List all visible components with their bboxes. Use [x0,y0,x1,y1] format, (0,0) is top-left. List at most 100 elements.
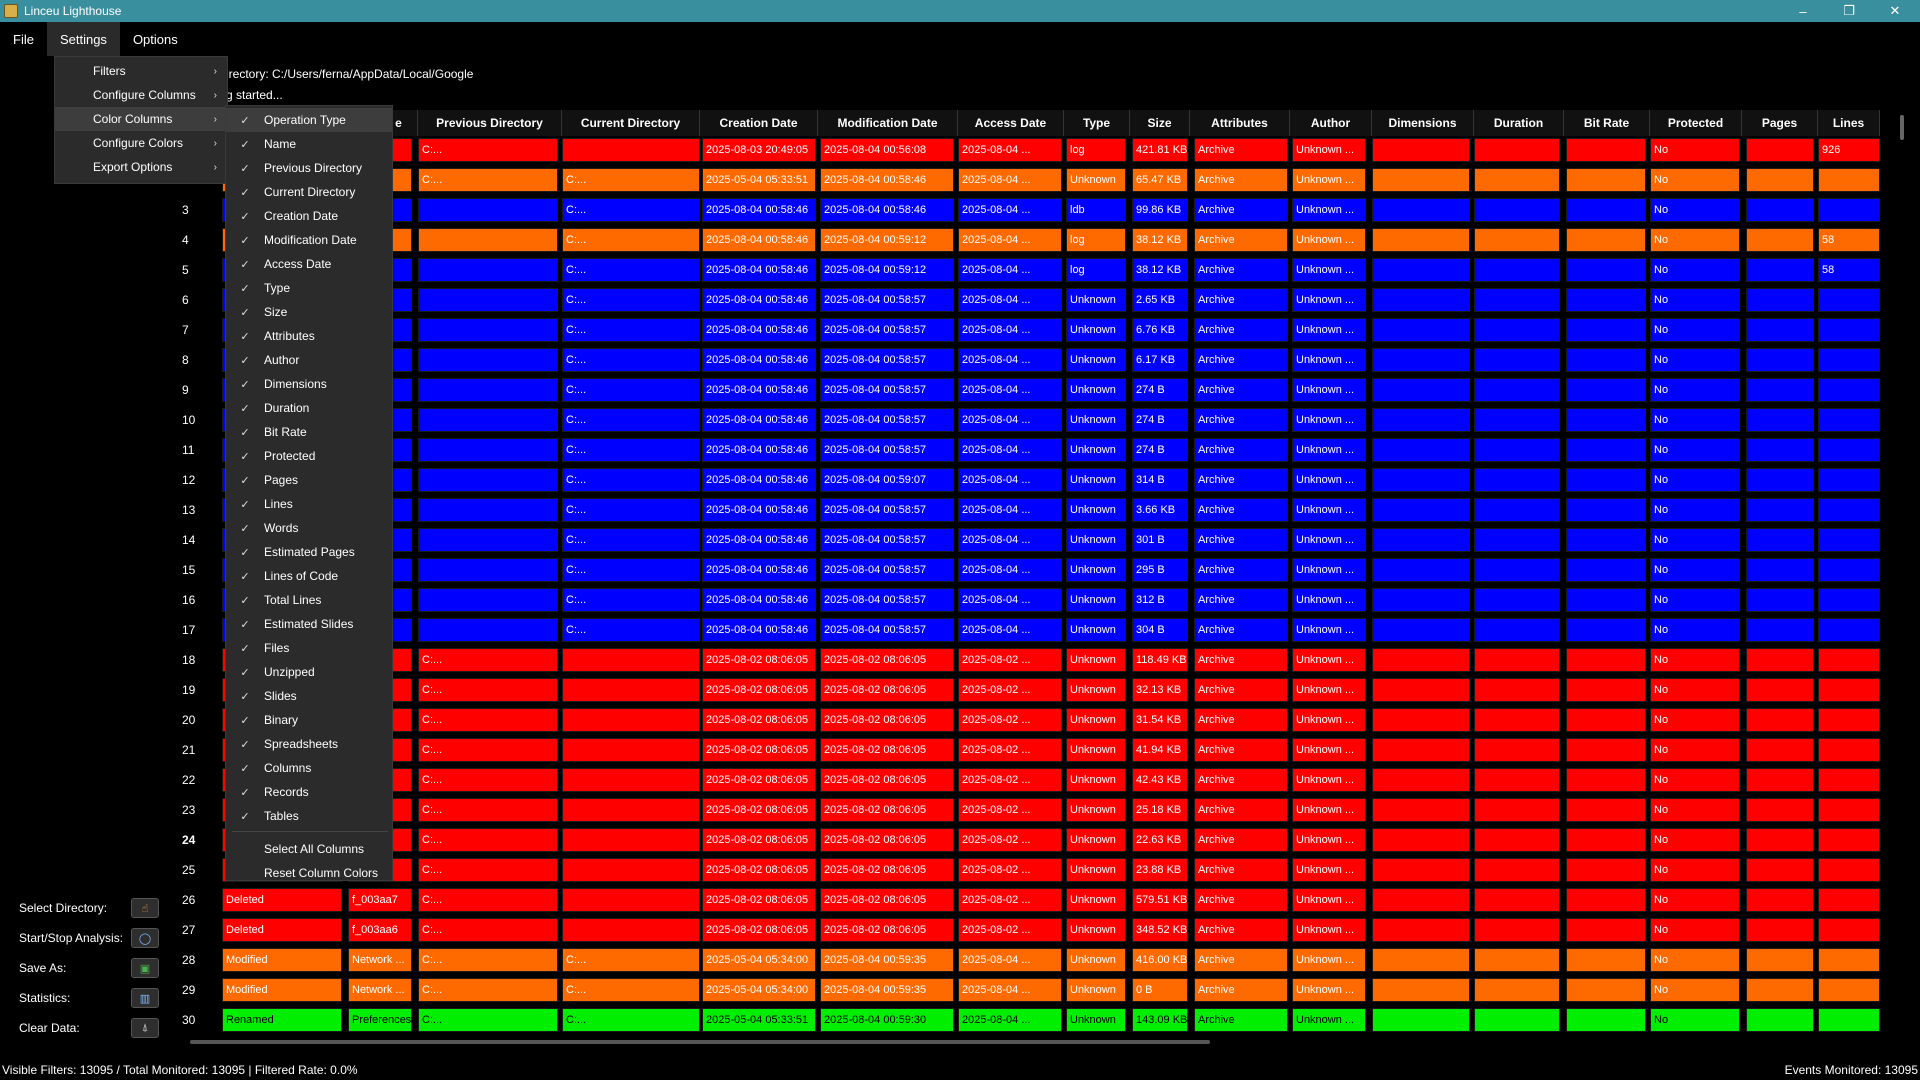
color-column-item[interactable]: ✓ Total Lines [226,588,392,612]
table-cell-prot[interactable]: No [1650,228,1740,252]
table-cell-dims[interactable] [1372,258,1470,282]
table-cell-md[interactable]: 2025-08-04 00:59:30 [820,1008,954,1032]
table-cell-author[interactable]: Unknown ... [1292,198,1366,222]
table-cell-name[interactable]: f_003aa6 [348,918,412,942]
table-cell-size[interactable]: 22.63 KB [1132,828,1188,852]
table-cell-size[interactable]: 274 B [1132,408,1188,432]
table-cell-lines[interactable] [1818,798,1880,822]
table-cell-pages[interactable] [1746,1008,1814,1032]
color-column-item[interactable]: ✓ Previous Directory [226,156,392,180]
table-cell-attr[interactable]: Archive [1194,948,1288,972]
table-cell-dur[interactable] [1474,828,1560,852]
table-cell-pages[interactable] [1746,528,1814,552]
table-cell-dims[interactable] [1372,138,1470,162]
table-cell-prot[interactable]: No [1650,978,1740,1002]
table-cell-cur[interactable] [562,138,700,162]
table-cell-br[interactable] [1566,948,1646,972]
table-cell-type[interactable]: log [1066,138,1126,162]
start-stop-button[interactable]: ◯ [131,928,159,948]
color-column-item[interactable]: ✓ Files [226,636,392,660]
table-cell-author[interactable]: Unknown ... [1292,888,1366,912]
table-cell-cur[interactable]: C:... [562,948,700,972]
table-cell-pages[interactable] [1746,978,1814,1002]
table-cell-dur[interactable] [1474,348,1560,372]
table-cell-author[interactable]: Unknown ... [1292,138,1366,162]
table-cell-dur[interactable] [1474,378,1560,402]
table-cell-cd[interactable]: 2025-08-04 00:58:46 [702,198,816,222]
vertical-scrollbar[interactable] [1900,115,1904,140]
table-cell-ad[interactable]: 2025-08-04 ... [958,378,1062,402]
table-cell-dims[interactable] [1372,438,1470,462]
color-column-item[interactable]: ✓ Size [226,300,392,324]
table-cell-attr[interactable]: Archive [1194,888,1288,912]
table-cell-dur[interactable] [1474,798,1560,822]
table-cell-dur[interactable] [1474,318,1560,342]
table-cell-lines[interactable] [1818,438,1880,462]
column-header[interactable]: Dimensions [1372,110,1474,136]
table-cell-ad[interactable]: 2025-08-04 ... [958,588,1062,612]
table-cell-pages[interactable] [1746,948,1814,972]
table-cell-md[interactable]: 2025-08-04 00:58:57 [820,498,954,522]
table-cell-cur[interactable]: C:... [562,378,700,402]
table-cell-type[interactable]: Unknown [1066,168,1126,192]
table-cell-dims[interactable] [1372,948,1470,972]
table-cell-dims[interactable] [1372,978,1470,1002]
table-cell-br[interactable] [1566,708,1646,732]
table-cell-md[interactable]: 2025-08-02 08:06:05 [820,798,954,822]
color-column-item[interactable]: ✓ Slides [226,684,392,708]
table-cell-prot[interactable]: No [1650,678,1740,702]
table-cell-dur[interactable] [1474,468,1560,492]
table-cell-author[interactable]: Unknown ... [1292,438,1366,462]
minimize-button[interactable]: – [1799,3,1807,19]
table-cell-prev[interactable]: C:... [418,168,558,192]
column-header[interactable]: Size [1130,110,1190,136]
color-column-item[interactable]: ✓ Author [226,348,392,372]
table-cell-dur[interactable] [1474,618,1560,642]
table-cell-md[interactable]: 2025-08-02 08:06:05 [820,858,954,882]
table-cell-dur[interactable] [1474,648,1560,672]
table-cell-dims[interactable] [1372,168,1470,192]
menu-file[interactable]: File [13,31,34,47]
color-column-item[interactable]: ✓ Estimated Pages [226,540,392,564]
table-cell-lines[interactable]: 58 [1818,258,1880,282]
table-cell-prot[interactable]: No [1650,168,1740,192]
table-cell-size[interactable]: 348.52 KB [1132,918,1188,942]
table-cell-lines[interactable] [1818,768,1880,792]
table-cell-cd[interactable]: 2025-08-04 00:58:46 [702,348,816,372]
table-cell-prot[interactable]: No [1650,348,1740,372]
menu-item-filters[interactable]: Filters › [55,59,227,83]
table-cell-size[interactable]: 421.81 KB [1132,138,1188,162]
table-cell-dur[interactable] [1474,408,1560,432]
table-cell-size[interactable]: 118.49 KB [1132,648,1188,672]
table-cell-cd[interactable]: 2025-08-04 00:58:46 [702,588,816,612]
table-cell-prot[interactable]: No [1650,498,1740,522]
table-cell-type[interactable]: Unknown [1066,648,1126,672]
table-cell-prot[interactable]: No [1650,438,1740,462]
save-as-button[interactable]: ▣ [131,958,159,978]
table-cell-md[interactable]: 2025-08-02 08:06:05 [820,678,954,702]
color-column-item[interactable]: ✓ Access Date [226,252,392,276]
table-cell-size[interactable]: 38.12 KB [1132,258,1188,282]
table-cell-author[interactable]: Unknown ... [1292,498,1366,522]
table-cell-cd[interactable]: 2025-08-04 00:58:46 [702,528,816,552]
table-cell-md[interactable]: 2025-08-04 00:58:57 [820,318,954,342]
table-cell-br[interactable] [1566,528,1646,552]
table-cell-br[interactable] [1566,888,1646,912]
table-cell-lines[interactable] [1818,978,1880,1002]
table-cell-prev[interactable] [418,348,558,372]
table-cell-dims[interactable] [1372,738,1470,762]
table-cell-prot[interactable]: No [1650,888,1740,912]
table-cell-cur[interactable]: C:... [562,978,700,1002]
table-cell-dur[interactable] [1474,258,1560,282]
table-cell-dims[interactable] [1372,408,1470,432]
table-cell-author[interactable]: Unknown ... [1292,408,1366,432]
table-cell-pages[interactable] [1746,198,1814,222]
table-cell-ad[interactable]: 2025-08-04 ... [958,528,1062,552]
table-cell-author[interactable]: Unknown ... [1292,348,1366,372]
table-cell-md[interactable]: 2025-08-04 00:58:57 [820,528,954,552]
table-cell-ad[interactable]: 2025-08-02 ... [958,648,1062,672]
table-cell-pages[interactable] [1746,378,1814,402]
table-cell-author[interactable]: Unknown ... [1292,948,1366,972]
column-header[interactable]: Previous Directory [418,110,562,136]
table-cell-br[interactable] [1566,558,1646,582]
